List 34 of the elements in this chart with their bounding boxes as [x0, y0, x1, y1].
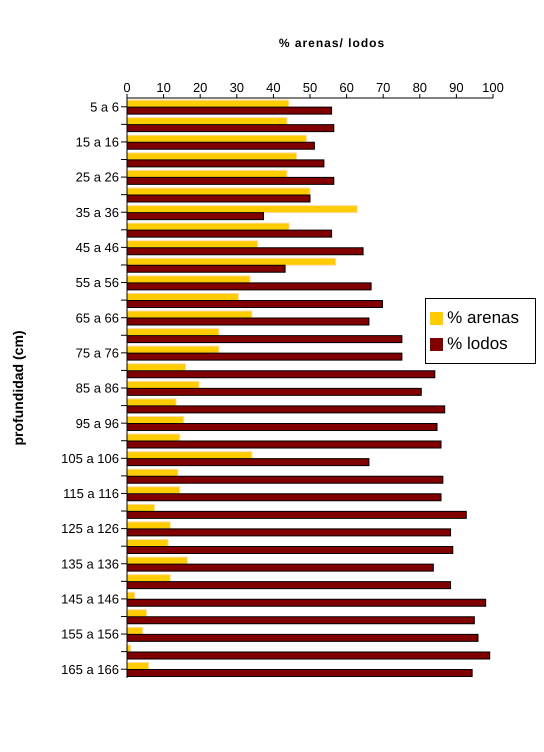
- legend-label: % arenas: [447, 308, 519, 327]
- x-tick-label: 0: [123, 80, 131, 95]
- x-tick-label: 60: [339, 80, 354, 95]
- bar: [127, 205, 358, 214]
- x-tick-label: 80: [412, 80, 428, 95]
- legend-label: % lodos: [447, 334, 508, 353]
- y-tick-label: 155 a 156: [61, 626, 119, 642]
- y-tick-label: 125 a 126: [61, 521, 119, 536]
- x-tick-label: 90: [449, 80, 464, 95]
- x-tick-label: 100: [482, 80, 504, 95]
- y-tick-label: 55 a 56: [76, 275, 119, 290]
- x-tick-label: 70: [376, 80, 390, 95]
- y-tick-label: 165 a 166: [61, 662, 119, 677]
- y-tick-label: 105 a 106: [61, 450, 119, 466]
- y-tick-label: 135 a 136: [61, 556, 119, 572]
- y-tick-label: 75 a 76: [76, 345, 119, 360]
- x-tick-label: 50: [302, 80, 318, 95]
- y-tick-label: 15 a 16: [76, 134, 119, 150]
- y-tick-label: 45 a 46: [76, 240, 119, 256]
- y-tick-label: 35 a 36: [76, 204, 119, 220]
- x-tick-label: 10: [156, 80, 171, 95]
- bar: [127, 258, 336, 266]
- y-tick-label: 115 a 116: [63, 486, 119, 502]
- x-tick-label: 20: [192, 80, 208, 95]
- y-tick-label: 95 a 96: [76, 416, 119, 431]
- x-tick-label: 40: [266, 80, 281, 95]
- y-tick-label: 65 a 66: [76, 310, 119, 326]
- chart-title: % arenas/ lodos: [278, 35, 386, 52]
- y-axis-title: profundidad (cm): [10, 330, 26, 446]
- x-tick-label: 30: [230, 80, 244, 95]
- y-tick-label: 5 a 6: [90, 99, 119, 114]
- y-tick-label: 145 a 146: [61, 592, 119, 607]
- y-tick-label: 85 a 86: [76, 380, 119, 396]
- y-tick-label: 25 a 26: [76, 170, 119, 185]
